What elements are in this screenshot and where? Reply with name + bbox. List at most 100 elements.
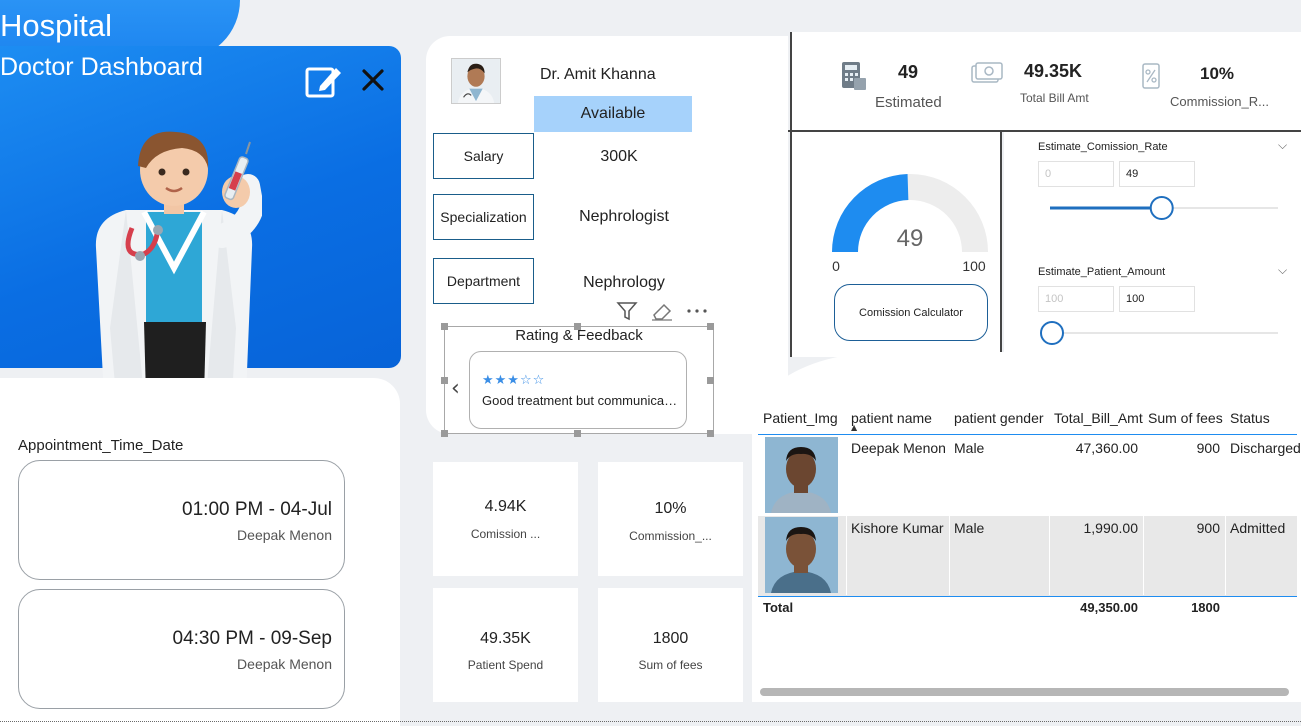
department-label: Department bbox=[433, 258, 534, 304]
appointment-patient: Deepak Menon bbox=[237, 656, 332, 672]
gauge-min: 0 bbox=[832, 258, 840, 274]
bottom-divider bbox=[0, 721, 1301, 722]
visual-toolbar bbox=[616, 302, 707, 321]
money-icon bbox=[971, 62, 1003, 83]
patient-gender: Male bbox=[954, 440, 985, 456]
appointment-time: 01:00 PM - 04-Jul bbox=[182, 499, 332, 520]
chevron-down-icon[interactable]: ⌵ bbox=[1278, 138, 1288, 152]
kpi-tile bbox=[433, 588, 578, 702]
rating-title: Rating & Feedback bbox=[515, 327, 643, 344]
commission-gauge: 49 0 100 bbox=[832, 174, 988, 274]
slider-value-input[interactable]: 100 bbox=[1119, 286, 1195, 312]
commission-rate-slider[interactable] bbox=[1040, 194, 1285, 224]
total-divider bbox=[758, 596, 1297, 597]
kpi-value: 4.94K bbox=[484, 498, 527, 515]
total-bill-sum: 49,350.00 bbox=[1080, 600, 1138, 615]
commission-calculator-button[interactable]: Comission Calculator bbox=[834, 284, 988, 341]
feedback-text: Good treatment but communication could b… bbox=[482, 393, 678, 408]
doctor-avatar bbox=[451, 58, 501, 104]
column-separator bbox=[1225, 435, 1226, 595]
slider-thumb bbox=[1149, 196, 1174, 220]
chevron-down-icon[interactable]: ⌵ bbox=[1278, 263, 1288, 277]
patient-name: Deepak Menon bbox=[851, 440, 946, 456]
filter-icon[interactable] bbox=[616, 302, 638, 321]
sort-ascending-icon: ▲ bbox=[851, 423, 858, 432]
edit-icon[interactable] bbox=[304, 62, 344, 100]
resize-handle[interactable] bbox=[707, 430, 714, 437]
total-bill-value: 49.35K bbox=[1024, 61, 1083, 81]
horizontal-scrollbar[interactable] bbox=[760, 688, 1289, 696]
slider-title: Estimate_Comission_Rate bbox=[1038, 141, 1168, 153]
column-header[interactable]: Status bbox=[1230, 410, 1270, 426]
kpi-value: 1800 bbox=[652, 630, 689, 647]
resize-handle[interactable] bbox=[441, 430, 448, 437]
resize-handle[interactable] bbox=[707, 377, 714, 384]
column-header[interactable]: Total_Bill_Amt bbox=[1054, 410, 1143, 426]
commission-rate-value: 10% bbox=[1200, 64, 1235, 83]
eraser-icon[interactable] bbox=[652, 303, 672, 321]
appointment-card[interactable]: 01:00 PM - 04-Jul Deepak Menon bbox=[18, 460, 345, 580]
appointments-title: Appointment_Time_Date bbox=[18, 437, 184, 454]
feedback-card[interactable] bbox=[469, 351, 687, 429]
page-subtitle: Doctor Dashboard bbox=[0, 53, 203, 81]
total-bill: 1,990.00 bbox=[1083, 520, 1139, 536]
estimated-value: 49 bbox=[898, 62, 919, 82]
star-rating: ★★★☆☆ bbox=[482, 373, 546, 388]
specialization-label: Specialization bbox=[433, 194, 534, 240]
patient-amount-slider[interactable] bbox=[1040, 319, 1285, 349]
department-value: Nephrology bbox=[583, 274, 665, 291]
patient-gender: Male bbox=[954, 520, 985, 536]
salary-label: Salary bbox=[433, 133, 534, 179]
resize-handle[interactable] bbox=[441, 377, 448, 384]
decorative-curve bbox=[750, 352, 1301, 412]
kpi-label: Sum of fees bbox=[638, 658, 703, 672]
total-bill: 47,360.00 bbox=[1075, 440, 1138, 456]
gauge-value: 49 bbox=[897, 225, 924, 252]
fees: 900 bbox=[1196, 440, 1220, 456]
table-row[interactable] bbox=[758, 516, 1297, 596]
gauge-max: 100 bbox=[962, 258, 986, 274]
column-header[interactable]: patient gender bbox=[954, 410, 1044, 426]
chevron-left-icon[interactable]: ‹ bbox=[451, 376, 460, 401]
kpi-tile bbox=[433, 462, 578, 576]
table-row[interactable] bbox=[758, 435, 1297, 515]
kpi-value: 10% bbox=[654, 500, 687, 517]
close-icon[interactable] bbox=[360, 66, 386, 94]
divider bbox=[788, 130, 1301, 132]
kpi-tile bbox=[598, 462, 743, 576]
kpi-tile bbox=[598, 588, 743, 702]
appointment-patient: Deepak Menon bbox=[237, 527, 332, 543]
appointment-card[interactable]: 04:30 PM - 09-Sep Deepak Menon bbox=[18, 589, 345, 709]
status: Discharged bbox=[1230, 440, 1301, 456]
slider-value-input[interactable]: 49 bbox=[1119, 161, 1195, 187]
column-header[interactable]: patient name bbox=[851, 410, 932, 426]
page-title: Hospital bbox=[0, 8, 112, 43]
resize-handle[interactable] bbox=[707, 323, 714, 330]
calculator-icon bbox=[842, 62, 866, 90]
column-separator bbox=[949, 435, 950, 595]
percent-icon bbox=[1142, 63, 1160, 89]
status-badge: Available bbox=[534, 96, 692, 132]
total-fees-sum: 1800 bbox=[1191, 600, 1220, 615]
appointment-time: 04:30 PM - 09-Sep bbox=[172, 628, 332, 649]
resize-handle[interactable] bbox=[574, 323, 581, 330]
column-header[interactable]: Patient_Img bbox=[763, 410, 838, 426]
column-separator bbox=[1143, 435, 1144, 595]
resize-handle[interactable] bbox=[574, 430, 581, 437]
column-header[interactable]: Sum of fees bbox=[1148, 410, 1223, 426]
resize-handle[interactable] bbox=[441, 323, 448, 330]
more-options-icon[interactable] bbox=[687, 309, 707, 313]
slider-min-input[interactable]: 0 bbox=[1038, 161, 1114, 187]
total-bill-label: Total Bill Amt bbox=[1020, 91, 1089, 105]
slider-min-input[interactable]: 100 bbox=[1038, 286, 1114, 312]
patient-photo bbox=[765, 437, 838, 513]
salary-value: 300K bbox=[600, 148, 638, 165]
gauge-fill bbox=[832, 174, 909, 252]
header-divider bbox=[758, 434, 1297, 435]
specialization-value: Nephrologist bbox=[579, 208, 669, 225]
commission-rate-label: Commission_R... bbox=[1170, 94, 1269, 109]
stats-panel bbox=[790, 32, 1301, 132]
kpi-label: Commission_... bbox=[629, 529, 712, 543]
kpi-label: Comission ... bbox=[470, 527, 541, 541]
kpi-label: Patient Spend bbox=[467, 658, 544, 672]
